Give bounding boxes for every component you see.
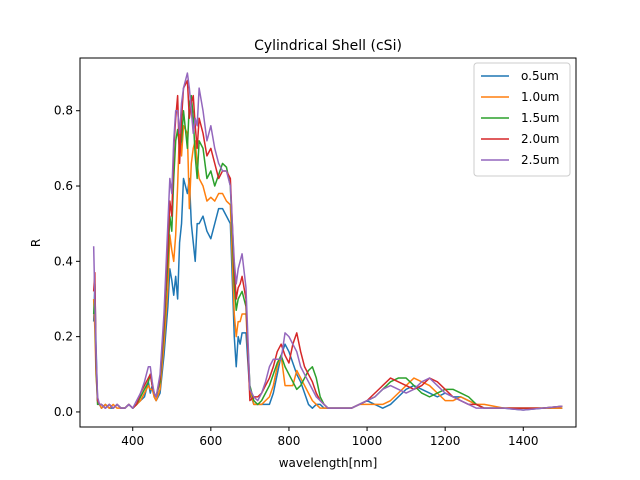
x-tick-label: 1200: [430, 434, 461, 448]
x-tick-label: 1000: [352, 434, 383, 448]
legend-label-2: 1.0um: [521, 90, 559, 104]
x-tick-label: 600: [199, 434, 222, 448]
x-tick-label: 1400: [508, 434, 539, 448]
series-line-2: [92, 125, 563, 409]
legend-label-4: 2.0um: [521, 132, 559, 146]
y-tick-label: 0.8: [54, 104, 73, 118]
plot-frame: [79, 57, 577, 428]
series-line-4: [92, 79, 563, 409]
x-tick-label: 400: [121, 434, 144, 448]
series-line-3: [92, 94, 563, 409]
series-layer: [92, 72, 563, 411]
y-axis-label: R: [29, 239, 43, 247]
legend-label-3: 1.5um: [521, 111, 559, 125]
y-axis: 0.0 0.2 0.4 0.6 0.8: [54, 104, 80, 419]
x-axis-label: wavelength[nm]: [279, 456, 378, 470]
legend-label-5: 2.5um: [521, 153, 559, 167]
x-axis: 400 600 800 1000 1200 1400: [121, 427, 539, 448]
legend: o.5um 1.0um 1.5um 2.0um 2.5um: [473, 62, 571, 177]
y-tick-label: 0.0: [54, 405, 73, 419]
y-tick-label: 0.4: [54, 254, 73, 268]
series-line-5: [92, 72, 563, 411]
x-tick-label: 800: [277, 434, 300, 448]
legend-label-1: o.5um: [521, 69, 559, 83]
y-tick-label: 0.6: [54, 179, 73, 193]
y-tick-label: 0.2: [54, 330, 73, 344]
legend-box: [473, 62, 571, 177]
chart-title: Cylindrical Shell (cSi): [254, 38, 402, 54]
